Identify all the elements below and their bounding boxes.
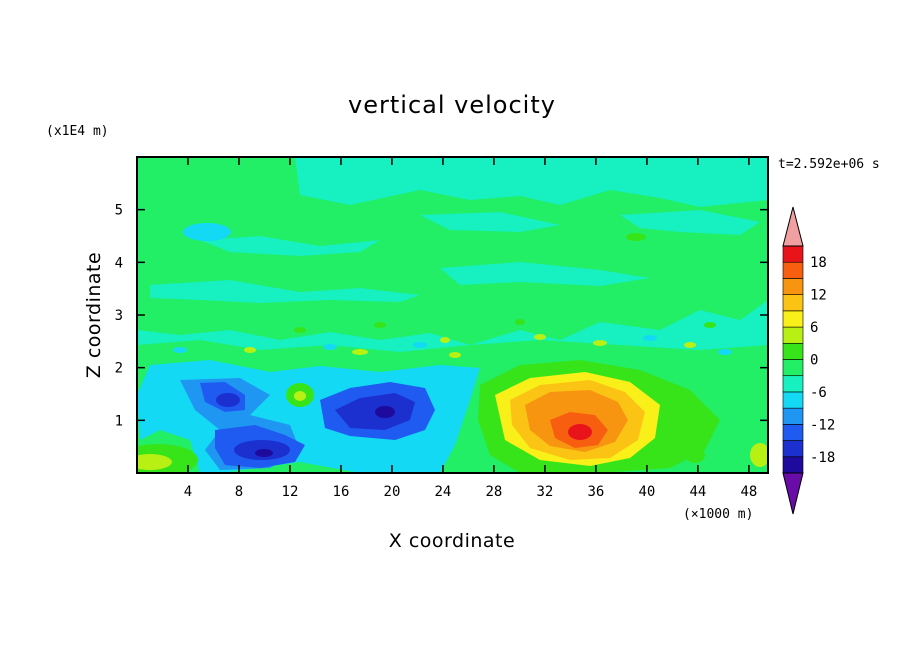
x-tick-label: 40 [638, 484, 655, 500]
y-tick-label: 2 [115, 361, 123, 377]
colorbar-swatch [782, 424, 804, 441]
field-mid-teal-band-2 [440, 262, 650, 286]
x-tick-label: 24 [435, 484, 452, 500]
field-updraft-red-core [568, 424, 592, 440]
contour-field [137, 157, 768, 473]
field-navy-low-core [255, 449, 273, 457]
x-tick-label: 48 [740, 484, 757, 500]
colorbar-swatch [782, 342, 804, 360]
y-tick-label: 5 [115, 203, 123, 219]
y-axis-label: Z coordinate [83, 252, 105, 378]
field-mid-teal-band-3 [200, 236, 380, 256]
field-darkblue-mid-core [216, 393, 240, 407]
field-small-cell-9 [684, 342, 696, 348]
field-small-cell-5 [449, 352, 461, 358]
field-small-cell-14 [704, 322, 716, 328]
x-axis-label: X coordinate [389, 530, 515, 552]
x-tick-label: 36 [587, 484, 604, 500]
colorbar-swatch [782, 326, 804, 344]
field-bottom-left-core [137, 454, 172, 470]
colorbar-tick-label: 18 [810, 255, 827, 271]
colorbar-swatch [782, 261, 804, 279]
time-label: t=2.592e+06 s [778, 157, 880, 172]
y-tick-label: 1 [115, 413, 123, 429]
colorbar-tick-label: -6 [810, 385, 827, 401]
field-small-cell-13 [515, 319, 525, 325]
y-tick-label: 3 [115, 308, 123, 324]
colorbar-swatch [782, 310, 804, 328]
field-upper-teal-patch-2 [620, 210, 760, 235]
colorbar-swatch [782, 456, 804, 474]
colorbar-min-arrow [782, 472, 804, 515]
field-small-cell-2 [323, 344, 337, 350]
colorbar-swatch [782, 294, 804, 312]
chart-title: vertical velocity [348, 91, 556, 119]
colorbar-swatch [782, 375, 804, 393]
colorbar-swatch [782, 391, 804, 409]
x-scale-label: (×1000 m) [683, 507, 753, 522]
colorbar-tick-label: -12 [810, 417, 835, 433]
colorbar-swatch [782, 359, 804, 377]
colorbar-swatch [782, 440, 804, 458]
field-small-cell-7 [593, 340, 607, 346]
colorbar-tick-label: -18 [810, 450, 835, 466]
colorbar-tick-label: 12 [810, 288, 827, 304]
colorbar-swatch [782, 278, 804, 295]
field-small-cell-1 [244, 347, 256, 353]
y-tick-label: 4 [115, 255, 123, 271]
field-upper-teal-patch [420, 212, 560, 232]
field-darkblue-center-core [335, 393, 415, 430]
x-tick-label: 20 [384, 484, 401, 500]
x-tick-label: 16 [333, 484, 350, 500]
field-left-green-core [294, 391, 306, 401]
x-tick-label: 8 [235, 484, 243, 500]
field-small-cell-3 [352, 349, 368, 355]
field-far-right-yellow [750, 443, 768, 467]
field-small-cell-4 [413, 342, 427, 348]
y-scale-label: (x1E4 m) [46, 124, 109, 139]
x-tick-label: 44 [689, 484, 706, 500]
field-small-cell-15 [173, 347, 187, 353]
x-tick-label: 28 [485, 484, 502, 500]
colorbar-tick-label: 6 [810, 320, 818, 336]
field-right-green-spot [685, 447, 705, 463]
x-tick-label: 4 [184, 484, 192, 500]
field-small-cell-12 [374, 322, 386, 328]
field-small-cell-8 [643, 335, 657, 341]
field-small-cell-11 [294, 327, 306, 333]
colorbar: 18 12 6 0 -6 -12 -18 [782, 206, 835, 515]
field-upper-cyan-spot [183, 223, 231, 241]
field-small-cell-6 [534, 334, 546, 340]
field-mid-teal-band-1 [150, 280, 420, 303]
x-tick-label: 32 [536, 484, 553, 500]
field-small-cell-16 [440, 337, 450, 343]
field-upper-yellow-spot [626, 233, 646, 241]
colorbar-tick-label: 0 [810, 353, 818, 369]
colorbar-swatch [782, 407, 804, 425]
field-navy-center-core [375, 406, 395, 418]
field-small-cell-10 [718, 349, 732, 355]
colorbar-max-arrow [782, 206, 804, 247]
colorbar-swatch [782, 245, 804, 263]
x-tick-label: 12 [282, 484, 299, 500]
